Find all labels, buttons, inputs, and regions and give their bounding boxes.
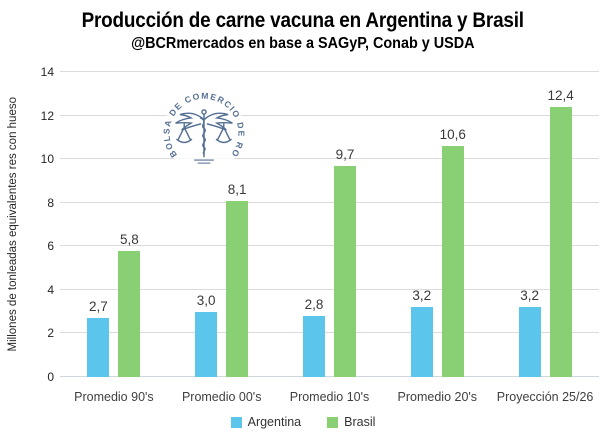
- chart-subtitle: @BCRmercados en base a SAGyP, Conab y US…: [131, 35, 475, 52]
- legend-label: Argentina: [247, 415, 302, 429]
- bar-brasil: 5,8: [118, 232, 141, 377]
- y-axis-title: Millones de tonleadas equivalentes res c…: [7, 97, 19, 352]
- bar-brasil: 12,4: [547, 88, 574, 377]
- plot-area: 2,7 5,8 3,0 8,1 2,8 9,7 3,2 10,6 3,2 12,4: [60, 71, 599, 377]
- gridline-12: [60, 114, 599, 116]
- y-tick-label-12: 12: [40, 108, 54, 123]
- gridline-8: [60, 201, 599, 203]
- legend-item-argentina: Argentina: [230, 415, 302, 429]
- x-axis-category-labels: Promedio 90's Promedio 00's Promedio 10's P…: [60, 390, 599, 404]
- bar-group: 3,0 8,1: [168, 72, 276, 377]
- bar-groups: 2,7 5,8 3,0 8,1 2,8 9,7 3,2 10,6 3,2 12,4: [60, 72, 599, 377]
- x-category-label: Promedio 90's: [74, 390, 154, 404]
- bar-value-label: 9,7: [335, 146, 355, 162]
- legend-swatch-icon: [327, 416, 339, 428]
- y-tick-label-2: 2: [47, 326, 54, 341]
- legend-swatch-icon: [230, 416, 242, 428]
- bar-argentina: 3,0: [195, 293, 218, 377]
- y-tick-label-10: 10: [40, 152, 54, 167]
- bar-group: 2,7 5,8: [60, 72, 168, 377]
- bolsa-comercio-rosario-logo: BOLSA DE COMERCIO DE ROSARIO: [161, 85, 245, 173]
- bar-value-label: 3,2: [412, 288, 432, 304]
- x-category-label: Promedio 20's: [397, 390, 478, 404]
- y-tick-label-4: 4: [47, 282, 54, 297]
- gridline-10: [60, 158, 599, 160]
- bar-value-label: 5,8: [120, 231, 139, 247]
- bar-group: 3,2 10,6: [383, 72, 491, 377]
- x-category-label: Promedio 00's: [181, 390, 262, 404]
- bar-value-label: 2,8: [304, 297, 324, 312]
- y-tick-label-0: 0: [47, 370, 54, 384]
- legend-item-brasil: Brasil: [327, 415, 375, 429]
- bar-group: 2,8 9,7: [276, 72, 384, 377]
- bar-value-label: 3,2: [520, 288, 539, 304]
- legend: Argentina Brasil: [0, 415, 606, 429]
- bar-brasil: 9,7: [333, 147, 356, 377]
- bar-brasil: 8,1: [226, 182, 249, 377]
- bar-value-label: 10,6: [439, 127, 466, 143]
- x-category-label: Promedio 10's: [289, 390, 370, 404]
- bar-value-label: 2,7: [89, 299, 108, 315]
- gridline-14: [60, 71, 599, 72]
- bar-argentina: 2,7: [87, 299, 110, 377]
- bar-value-label: 12,4: [547, 87, 574, 103]
- bar-argentina: 3,2: [518, 288, 541, 377]
- gridline-4: [60, 288, 599, 290]
- x-category-label: Proyección 25/26: [496, 390, 594, 404]
- bar-brasil: 10,6: [440, 127, 466, 377]
- y-tick-label-6: 6: [47, 239, 54, 254]
- bar-argentina: 3,2: [410, 288, 433, 377]
- gridline-6: [60, 245, 599, 247]
- legend-label: Brasil: [344, 415, 376, 429]
- bar-value-label: 8,1: [227, 181, 247, 197]
- gridline-2: [60, 332, 599, 334]
- bar-argentina: 2,8: [302, 297, 325, 377]
- bar-group: 3,2 12,4: [491, 72, 599, 377]
- bar-value-label: 3,0: [196, 292, 216, 308]
- y-axis-tick-labels: 0 2 4 6 8 10 12 14: [24, 65, 54, 384]
- gridline-0: [60, 376, 599, 377]
- y-tick-label-8: 8: [47, 195, 54, 210]
- chart-title: Producción de carne vacuna en Argentina …: [81, 9, 525, 32]
- y-tick-label-14: 14: [40, 65, 54, 79]
